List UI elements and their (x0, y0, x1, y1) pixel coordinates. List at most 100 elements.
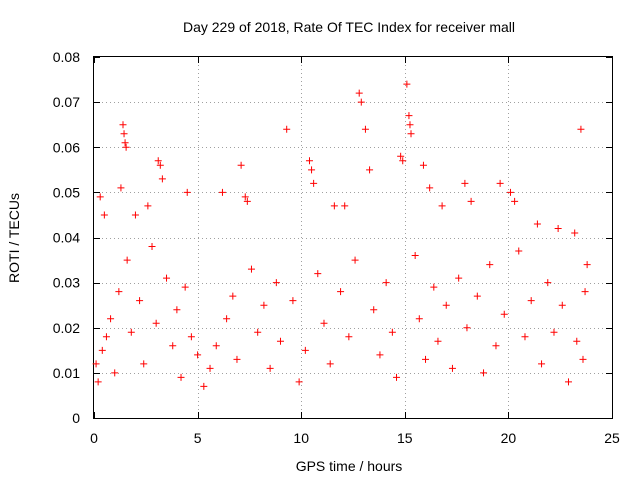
roti-point (533, 220, 541, 228)
y-tick-labels: 0 0.01 0.02 0.03 0.04 0.05 0.06 0.07 0.08 (53, 49, 80, 426)
roti-point (461, 179, 469, 187)
roti-point (272, 279, 280, 287)
y-tick-label: 0 (72, 410, 80, 426)
roti-point (177, 373, 185, 381)
roti-point (351, 256, 359, 264)
roti-point (119, 121, 127, 129)
roti-point (486, 261, 494, 269)
roti-point (448, 364, 456, 372)
roti-point (554, 224, 562, 232)
roti-point (289, 297, 297, 305)
x-tick-label: 0 (90, 430, 98, 446)
roti-point (361, 125, 369, 133)
roti-point (154, 157, 162, 165)
roti-point (212, 342, 220, 350)
x-tick-labels: 0 5 10 15 20 25 (90, 430, 620, 446)
roti-point (496, 179, 504, 187)
roti-point (169, 342, 177, 350)
roti-point (399, 157, 407, 165)
roti-point (511, 197, 519, 205)
roti-point (229, 292, 237, 300)
roti-point (308, 166, 316, 174)
roti-point (434, 337, 442, 345)
x-tick-label: 20 (501, 430, 517, 446)
roti-point (550, 328, 558, 336)
roti-point (357, 98, 365, 106)
roti-point (206, 364, 214, 372)
roti-point (115, 288, 123, 296)
roti-point (405, 112, 413, 120)
roti-point (442, 301, 450, 309)
roti-point (131, 211, 139, 219)
roti-point (111, 369, 119, 377)
roti-point (419, 161, 427, 169)
roti-point (117, 184, 125, 192)
plot-frame (93, 56, 613, 419)
roti-point (241, 193, 249, 201)
roti-point (473, 292, 481, 300)
roti-point (326, 360, 334, 368)
roti-point (564, 378, 572, 386)
roti-point (382, 279, 390, 287)
roti-point (158, 175, 166, 183)
y-tick-label: 0.03 (53, 275, 80, 291)
roti-point (370, 306, 378, 314)
roti-point (500, 310, 508, 318)
roti-point (376, 351, 384, 359)
roti-point (521, 333, 529, 341)
roti-point (94, 378, 102, 386)
roti-point (538, 360, 546, 368)
roti-point (366, 166, 374, 174)
roti-point (515, 247, 523, 255)
roti-point (233, 355, 241, 363)
roti-point (181, 283, 189, 291)
y-tick-label: 0.01 (53, 365, 80, 381)
roti-point (463, 324, 471, 332)
roti-point (98, 346, 106, 354)
roti-point (123, 256, 131, 264)
roti-point (183, 188, 191, 196)
roti-point (527, 297, 535, 305)
y-tick-label: 0.07 (53, 94, 80, 110)
roti-point (330, 202, 338, 210)
roti-point (144, 202, 152, 210)
roti-point (247, 265, 255, 273)
roti-point (355, 89, 363, 97)
roti-point (301, 346, 309, 354)
y-tick-label: 0.06 (53, 139, 80, 155)
roti-point (218, 188, 226, 196)
roti-point (406, 121, 414, 129)
roti-point (320, 319, 328, 327)
roti-point (121, 139, 129, 147)
roti-point (467, 197, 475, 205)
roti-point (577, 125, 585, 133)
roti-point (148, 243, 156, 251)
roti-point (127, 328, 135, 336)
roti-point (388, 328, 396, 336)
roti-point (223, 315, 231, 323)
roti-point (283, 125, 291, 133)
roti-point (583, 261, 591, 269)
axis-ticks (94, 57, 613, 419)
roti-point (122, 143, 130, 151)
roti-point (393, 373, 401, 381)
roti-point (430, 283, 438, 291)
roti-point (120, 130, 128, 138)
roti-point (200, 382, 208, 390)
roti-point (480, 369, 488, 377)
roti-point (422, 355, 430, 363)
roti-point (254, 328, 262, 336)
roti-point (581, 288, 589, 296)
chart-title: Day 229 of 2018, Rate Of TEC Index for r… (183, 19, 515, 35)
x-tick-label: 25 (604, 430, 620, 446)
roti-point (492, 342, 500, 350)
x-tick-label: 5 (194, 430, 202, 446)
roti-point (260, 301, 268, 309)
roti-point (407, 130, 415, 138)
x-tick-label: 15 (397, 430, 413, 446)
roti-points (92, 80, 591, 390)
roti-point (295, 378, 303, 386)
roti-point (426, 184, 434, 192)
x-tick-label: 10 (293, 430, 309, 446)
